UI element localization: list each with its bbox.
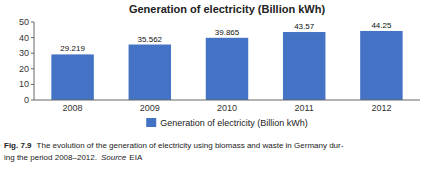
legend: Generation of electricity (Billion kWh) [146,118,308,128]
caption-line: Fig. 7.9 The evolution of the generation … [4,141,344,150]
x-tick-label: 2011 [295,103,314,113]
chart: Generation of electricity (Billion kWh) 0… [0,0,430,179]
bar [129,45,171,100]
y-tick-label: 20 [19,64,29,74]
data-label: 43.57 [294,22,315,31]
data-label: 39.865 [215,28,240,37]
data-label: 35.562 [138,35,163,44]
caption-text: ing the period 2008–2012. [4,153,97,162]
caption-text: The evolution of the generation of elect… [37,141,344,150]
data-label: 44.25 [371,21,392,30]
y-tick-label: 50 [19,17,29,27]
caption-source-name: EIA [129,153,143,162]
y-tick-label: 10 [19,79,29,89]
bar [360,31,402,100]
x-tick-label: 2009 [140,103,160,113]
caption-label: Fig. 7.9 [4,141,32,150]
bar [283,32,325,100]
y-tick-label: 30 [19,48,29,58]
legend-label: Generation of electricity (Billion kWh) [160,118,308,128]
x-tick-label: 2008 [63,103,83,113]
x-tick-label: 2012 [371,103,391,113]
data-label: 29.219 [60,44,85,53]
y-tick-label: 0 [24,95,29,105]
bar [206,38,248,100]
caption-source: Source [101,153,127,162]
caption-line: ing the period 2008–2012. SourceEIA [4,153,143,162]
y-axis [34,22,35,100]
x-tick-label: 2010 [217,103,237,113]
bars [51,31,402,100]
y-tick-label: 40 [19,33,29,43]
x-axis [34,100,420,101]
legend-swatch [146,118,156,127]
title: Generation of electricity (Billion kWh) [129,3,326,15]
bar [51,54,93,100]
